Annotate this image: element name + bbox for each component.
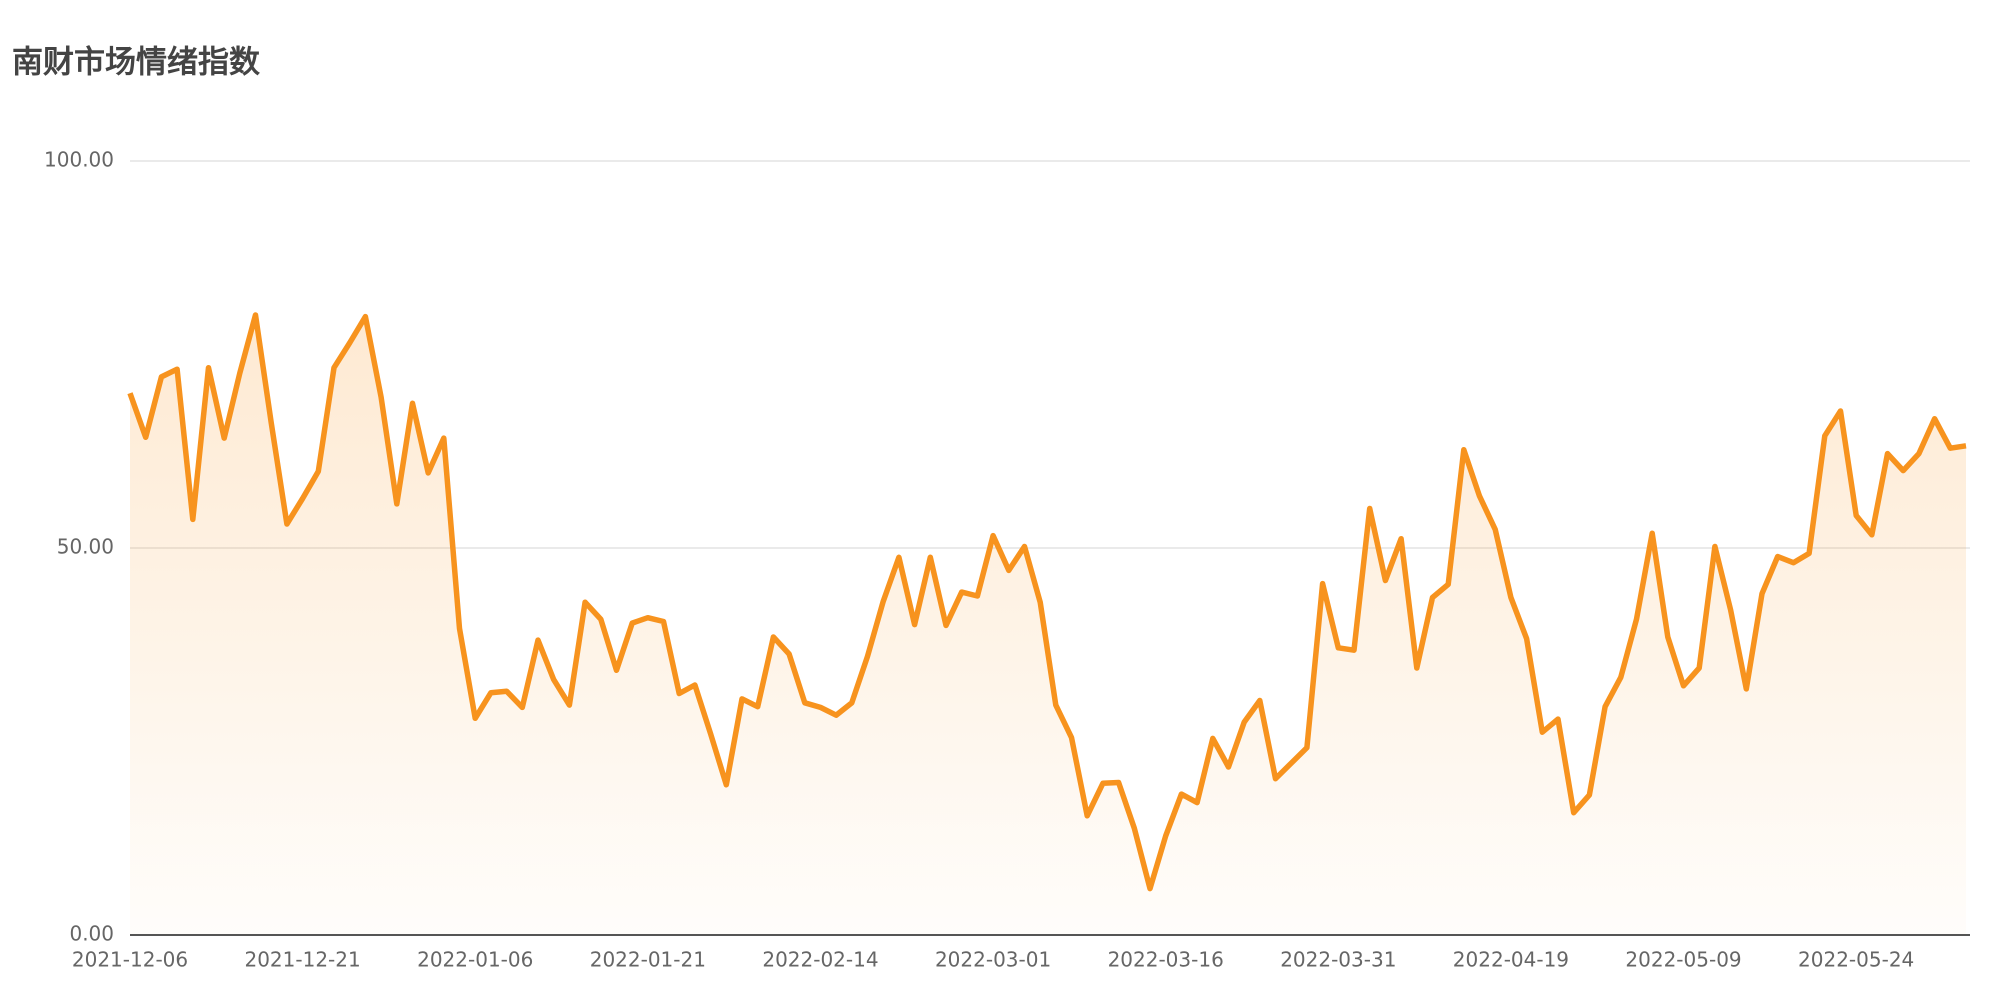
chart-title: 南财市场情绪指数 (12, 45, 260, 81)
area (130, 315, 1966, 935)
x-tick-label: 2022-03-31 (1280, 948, 1396, 972)
y-tick-label: 0.00 (69, 922, 114, 946)
x-tick-label: 2021-12-21 (244, 948, 360, 972)
x-tick-label: 2022-05-09 (1625, 948, 1741, 972)
x-tick-label: 2022-03-01 (935, 948, 1051, 972)
x-tick-label: 2022-03-16 (1108, 948, 1224, 972)
y-tick-label: 100.00 (44, 148, 114, 172)
x-tick-label: 2022-04-19 (1453, 948, 1569, 972)
y-tick-label: 50.00 (57, 535, 114, 559)
x-tick-label: 2021-12-06 (72, 948, 188, 972)
line (127, 312, 1967, 892)
x-tick-label: 2022-02-14 (762, 948, 878, 972)
x-tick-label: 2022-01-21 (590, 948, 706, 972)
x-tick-label: 2022-05-24 (1798, 948, 1914, 972)
x-tick-label: 2022-01-06 (417, 948, 533, 972)
